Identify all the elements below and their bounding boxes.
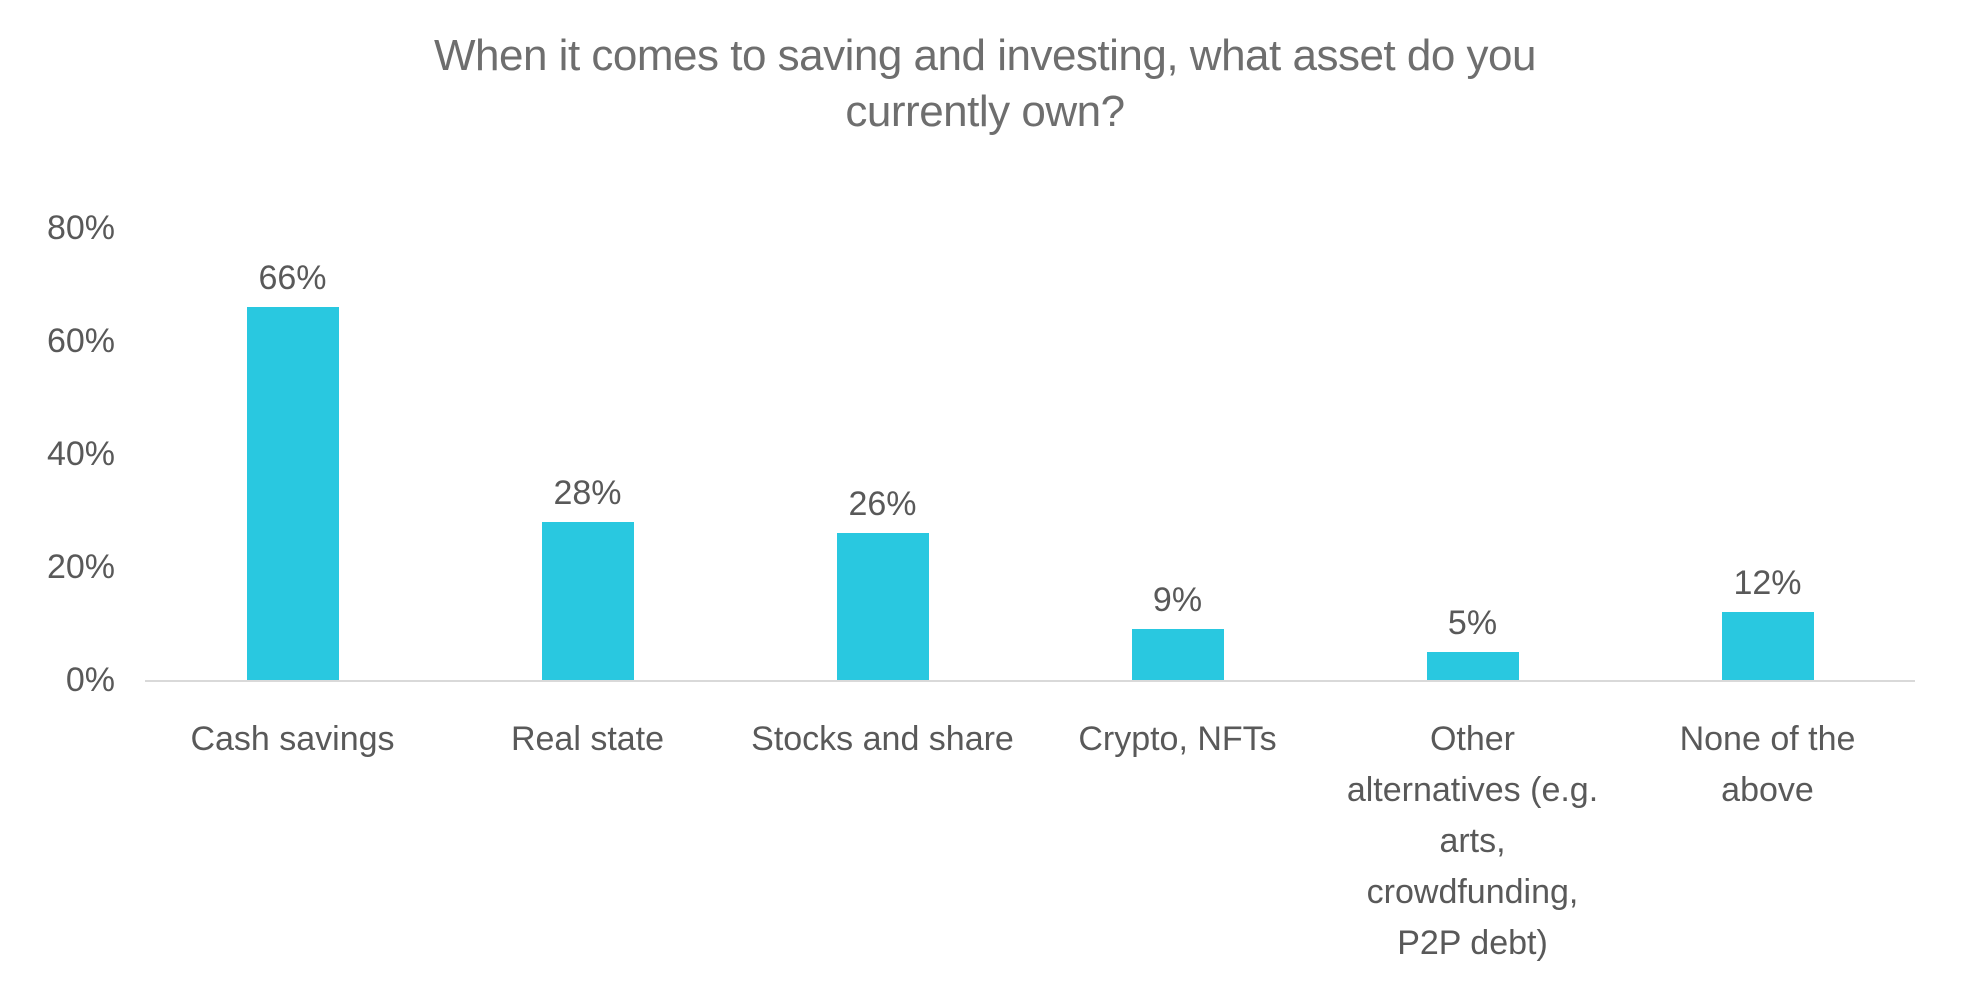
bar-column: 5% <box>1325 228 1620 680</box>
y-tick-label: 40% <box>46 435 115 473</box>
y-tick-label: 80% <box>46 209 115 247</box>
bar <box>1426 651 1519 680</box>
bar-value-label: 66% <box>258 259 327 298</box>
y-tick-label: 20% <box>46 548 115 586</box>
bar-column: 26% <box>735 228 1030 680</box>
category-label: Stocks and share <box>751 720 1014 758</box>
plot-area: 66% 28% 26% 9% 5% 12% <box>145 228 1915 682</box>
category-label: None of the above <box>1679 720 1856 809</box>
category-label: Crypto, NFTs <box>1078 720 1277 758</box>
bar-column: 9% <box>1030 228 1325 680</box>
y-tick-label: 60% <box>46 322 115 360</box>
bar <box>246 307 339 680</box>
bar <box>1131 629 1224 680</box>
bar-column: 28% <box>440 228 735 680</box>
bar-value-label: 28% <box>553 473 622 512</box>
bar-value-label: 5% <box>1447 603 1498 642</box>
bar-column: 66% <box>145 228 440 680</box>
bar <box>1721 612 1814 680</box>
y-axis: 0% 20% 40% 60% 80% <box>0 211 115 697</box>
bar-column: 12% <box>1620 228 1915 680</box>
bar <box>836 533 929 680</box>
category-label: Real state <box>510 720 665 758</box>
category-label: Other alternatives (e.g. arts, crowdfund… <box>1346 720 1599 962</box>
bar-value-label: 9% <box>1152 581 1203 620</box>
bar-value-label: 26% <box>848 485 917 524</box>
bar <box>541 521 634 680</box>
bar-value-label: 12% <box>1733 564 1802 603</box>
x-axis-line <box>145 680 1915 682</box>
chart-title: When it comes to saving and investing, w… <box>434 31 1536 137</box>
category-label: Cash savings <box>190 720 395 758</box>
y-tick-label: 0% <box>65 661 115 699</box>
